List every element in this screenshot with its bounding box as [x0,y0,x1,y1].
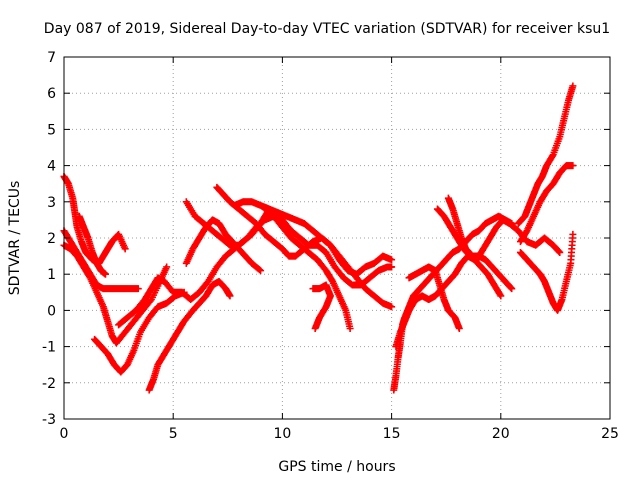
data-point-marker [388,263,396,271]
series-trace-12 [261,205,354,332]
data-point-marker [569,230,577,238]
data-point-marker [255,266,263,274]
x-tick-label: 25 [601,426,619,442]
data-point-marker [388,256,396,264]
series-trace-19 [514,82,577,228]
x-tick-label: 10 [273,426,291,442]
y-tick-label: 2 [47,231,56,247]
y-axis-label: SDTVAR / TECUs [7,181,23,296]
data-point-marker [311,325,319,332]
data-point-marker [121,245,129,253]
chart-title: Day 087 of 2019, Sidereal Day-to-day VTE… [44,21,610,37]
data-point-marker [134,285,142,293]
data-point-marker [497,292,505,300]
data-point-marker [257,267,265,275]
data-point-marker [455,325,463,332]
data-point-marker [346,325,354,332]
data-point-marker [101,270,109,278]
series-trace-15 [392,252,505,351]
series-trace-4 [75,212,109,278]
series-trace-3 [60,241,171,347]
series-trace-9 [182,198,396,289]
data-point-marker [226,292,234,300]
y-tick-label: 6 [47,86,56,102]
data-point-marker [146,297,154,305]
series-trace-10 [213,183,396,278]
y-tick-label: -1 [42,340,56,356]
series-trace-8 [182,216,265,275]
y-tick-label: 0 [47,303,56,319]
data-point-marker [548,152,556,160]
x-axis-label: GPS time / hours [278,459,395,475]
x-tick-label: 15 [383,426,401,442]
series-trace-18 [444,194,516,293]
series-trace-16 [405,263,463,332]
x-tick-label: 20 [492,426,510,442]
series-trace-7 [145,277,234,394]
data-point-marker [569,162,577,170]
data-point-marker [496,291,504,299]
y-tick-label: 4 [47,159,56,175]
y-tick-label: 3 [47,195,56,211]
data-point-marker [569,82,577,90]
series-trace-21 [516,230,577,314]
x-tick-label: 0 [60,426,69,442]
data-point-marker [507,284,515,292]
series-trace-11 [230,198,396,311]
tick-layer: 0 5 10 15 20 25 -3 -2 -1 0 1 2 3 4 5 6 7 [42,50,619,442]
y-tick-label: 5 [47,122,56,138]
data-point-marker [555,248,563,256]
series-trace-20 [516,162,577,246]
data-markers [60,82,577,394]
data-point-marker [508,285,516,293]
data-point-marker [388,303,396,311]
y-tick-label: -2 [42,376,56,392]
series-trace-13 [309,281,334,332]
series-trace-17 [433,205,564,264]
x-tick-label: 5 [169,426,178,442]
grid-layer [64,57,610,419]
data-point-marker [163,263,171,271]
series-trace-14 [390,212,516,394]
data-point-marker [556,248,564,256]
y-tick-label: 1 [47,267,56,283]
y-tick-label: -3 [42,412,56,428]
y-tick-label: 7 [47,50,56,66]
